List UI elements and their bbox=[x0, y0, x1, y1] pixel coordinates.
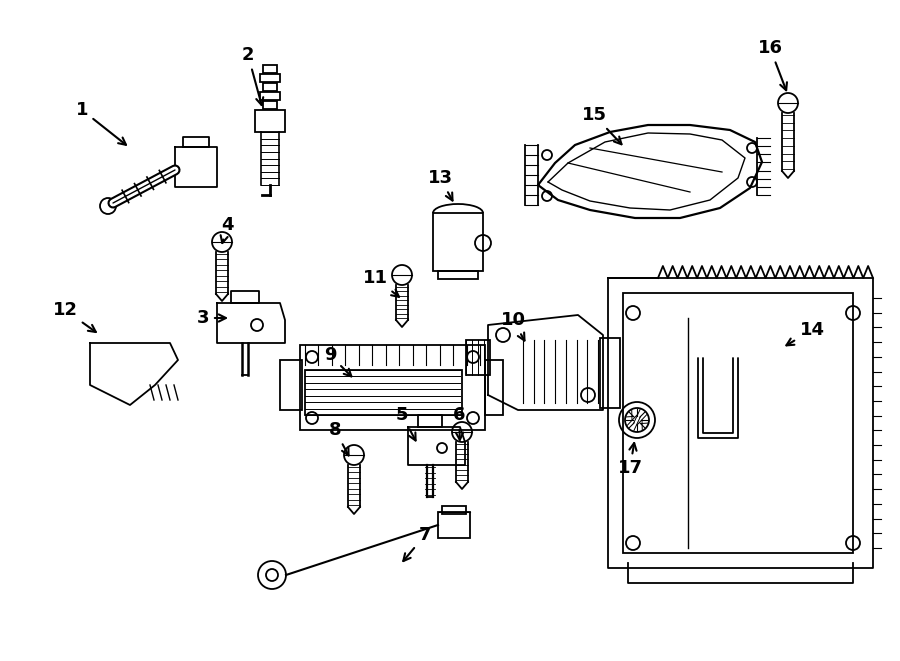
Text: 2: 2 bbox=[242, 46, 263, 105]
Bar bbox=[260, 92, 280, 100]
Bar bbox=[260, 74, 280, 82]
Text: 14: 14 bbox=[787, 321, 824, 345]
Bar bbox=[600, 338, 620, 408]
Text: 3: 3 bbox=[197, 309, 226, 327]
Bar bbox=[263, 101, 277, 109]
Text: 5: 5 bbox=[396, 406, 416, 440]
Text: 17: 17 bbox=[617, 443, 643, 477]
Text: 10: 10 bbox=[500, 311, 526, 340]
Text: 4: 4 bbox=[220, 216, 233, 243]
Text: 13: 13 bbox=[428, 169, 453, 200]
Text: 6: 6 bbox=[453, 406, 465, 440]
Text: 9: 9 bbox=[324, 346, 351, 376]
Bar bbox=[438, 271, 478, 279]
Bar bbox=[255, 110, 285, 132]
Bar bbox=[433, 213, 483, 271]
Text: 15: 15 bbox=[581, 106, 622, 144]
Bar bbox=[485, 360, 503, 415]
Bar bbox=[438, 512, 470, 538]
Bar bbox=[442, 506, 466, 514]
Text: 1: 1 bbox=[76, 101, 126, 145]
Bar bbox=[280, 360, 302, 410]
Bar bbox=[300, 345, 485, 430]
Text: 8: 8 bbox=[328, 421, 348, 455]
Bar bbox=[305, 370, 462, 415]
Text: 7: 7 bbox=[403, 526, 431, 561]
Bar bbox=[263, 65, 277, 73]
Bar bbox=[623, 293, 853, 553]
Bar bbox=[263, 83, 277, 91]
Bar bbox=[466, 340, 490, 375]
Text: 16: 16 bbox=[758, 39, 787, 91]
Text: 12: 12 bbox=[52, 301, 95, 332]
Text: 11: 11 bbox=[363, 269, 399, 297]
